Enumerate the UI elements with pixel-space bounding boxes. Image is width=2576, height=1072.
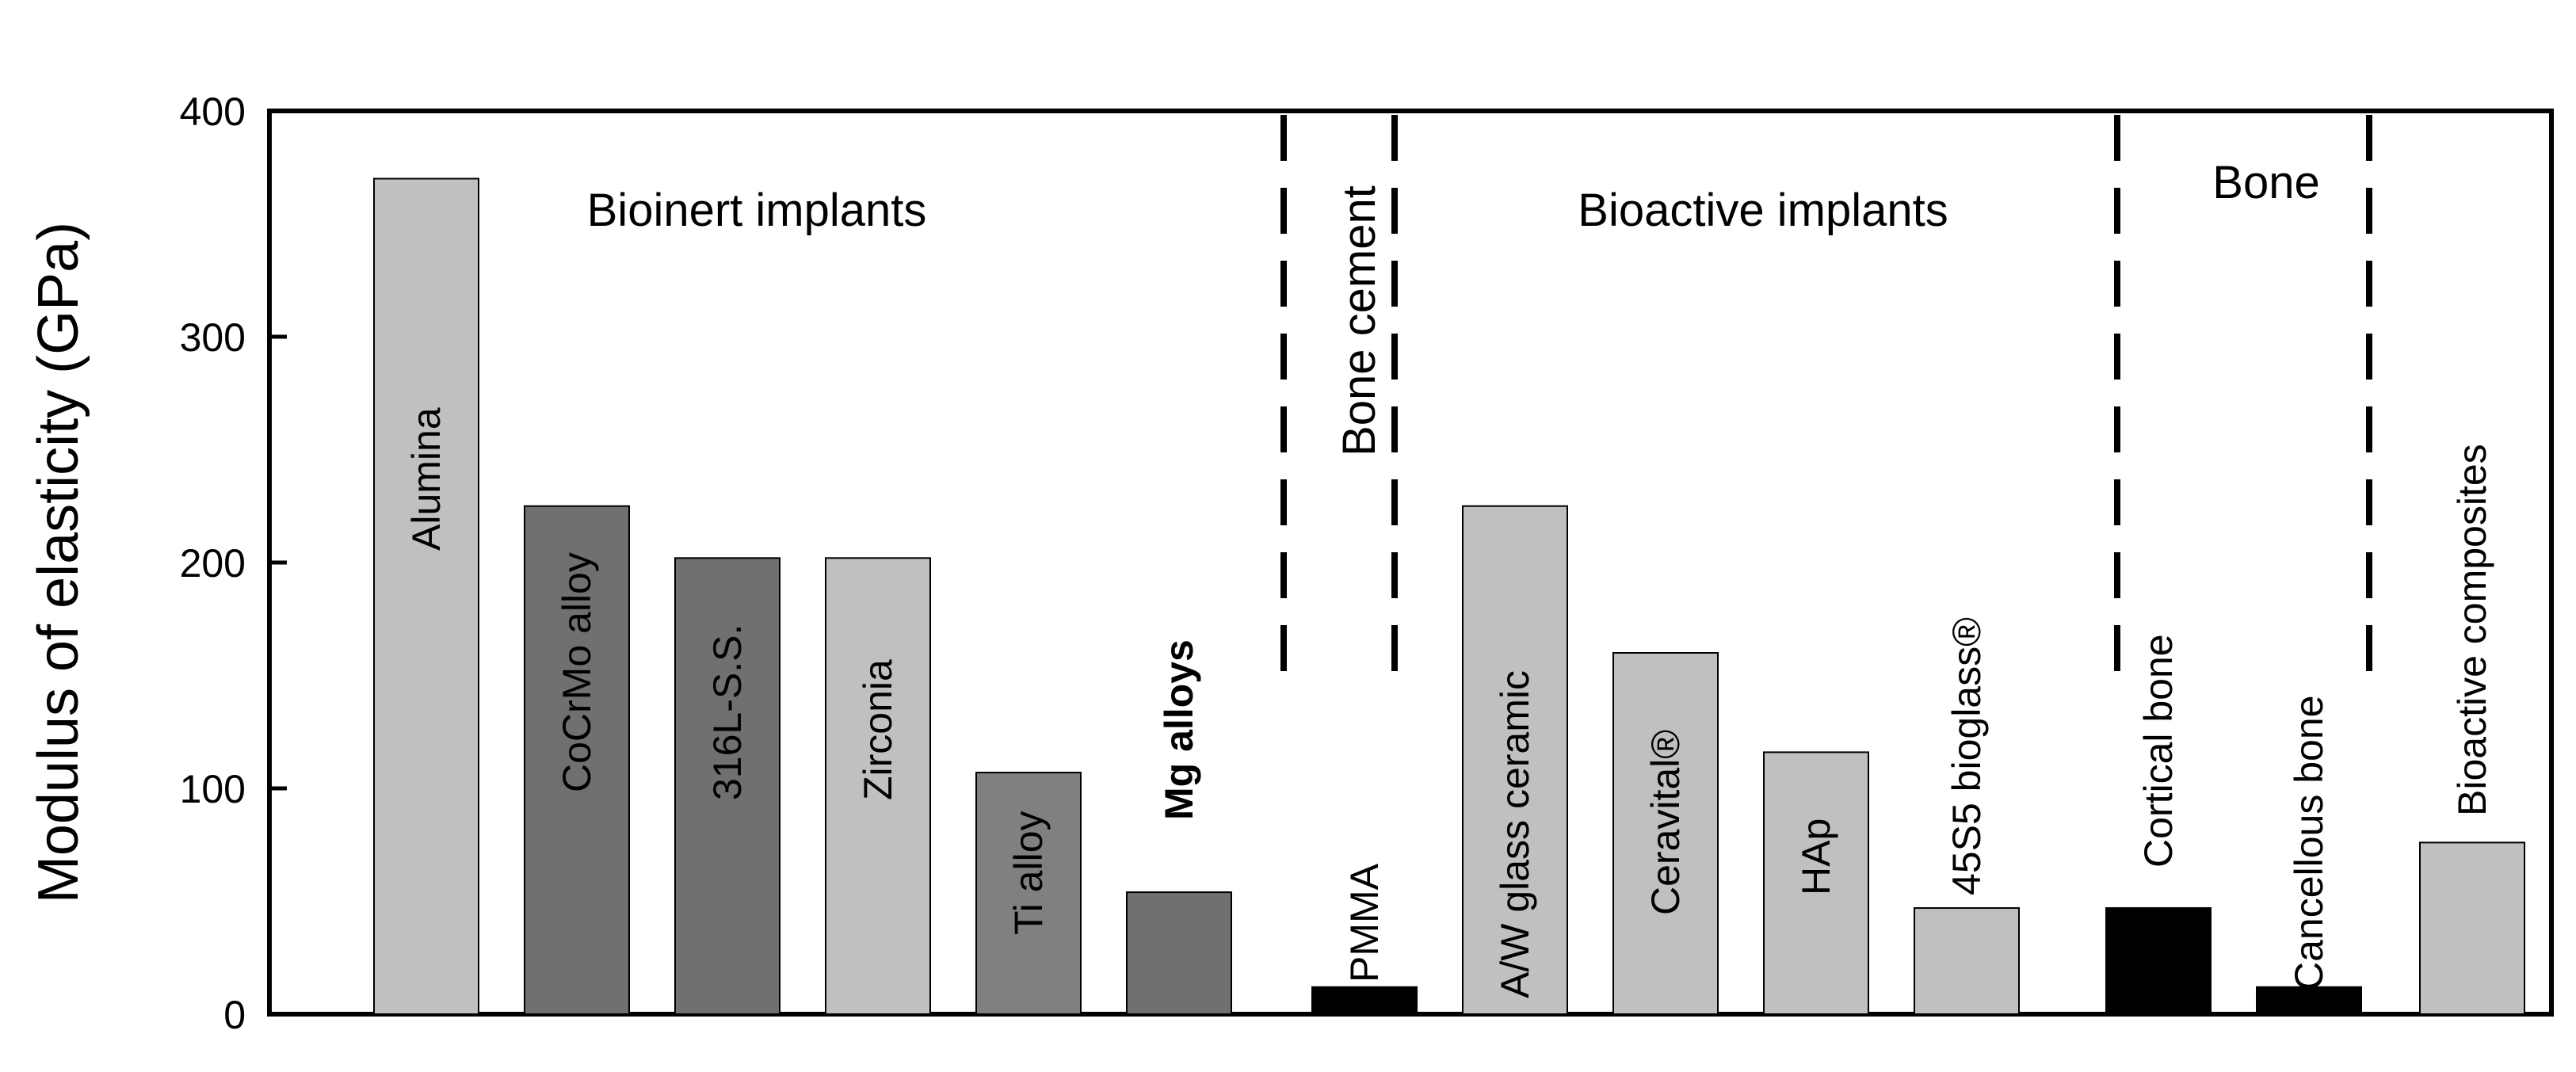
y-axis-label: Modulus of elasticity (GPa) xyxy=(27,222,90,903)
group-label-bioactive: Bioactive implants xyxy=(1578,185,1948,236)
bar xyxy=(373,177,479,1015)
bar xyxy=(1763,751,1869,1016)
bar-label: HAp xyxy=(1794,818,1838,895)
bar-label: A/W glass ceramic xyxy=(1493,670,1537,998)
y-tick-label: 400 xyxy=(180,90,246,134)
y-tick-label: 0 xyxy=(223,993,246,1037)
bar-label: 316L-S.S. xyxy=(705,624,750,800)
group-label-bioinert: Bioinert implants xyxy=(587,185,927,236)
bar-label: CoCrMo alloy xyxy=(555,552,599,792)
bar-label: PMMA xyxy=(1342,863,1387,982)
bar-label: Ti alloy xyxy=(1006,811,1051,935)
bar xyxy=(1311,986,1418,1016)
y-tick-label: 300 xyxy=(180,315,246,360)
bar-label: Bioactive composites xyxy=(2450,444,2494,816)
bar xyxy=(1126,891,1232,1015)
bar xyxy=(674,557,780,1015)
bar-label: 45S5 bioglass® xyxy=(1944,617,1989,895)
bar xyxy=(2105,907,2212,1016)
bar xyxy=(2256,986,2362,1016)
bar xyxy=(1612,652,1719,1015)
bar-label: Mg alloys xyxy=(1157,639,1201,820)
group-label-bone-cement: Bone cement xyxy=(1334,185,1385,456)
bar-label: Ceravital® xyxy=(1643,730,1688,915)
y-tick-label: 200 xyxy=(180,541,246,586)
bar-label: Alumina xyxy=(404,407,448,551)
bar xyxy=(975,772,1082,1015)
bar-label: Zirconia xyxy=(856,659,900,800)
bar xyxy=(1462,505,1568,1015)
bar-label: Cortical bone xyxy=(2136,634,2181,868)
bar xyxy=(2419,841,2525,1016)
bar xyxy=(825,557,931,1015)
bar-label: Cancellous bone xyxy=(2287,696,2331,991)
y-tick-label: 100 xyxy=(180,767,246,811)
bar xyxy=(524,505,630,1015)
bar xyxy=(1914,907,2020,1016)
group-label-bone: Bone xyxy=(2212,157,2319,208)
